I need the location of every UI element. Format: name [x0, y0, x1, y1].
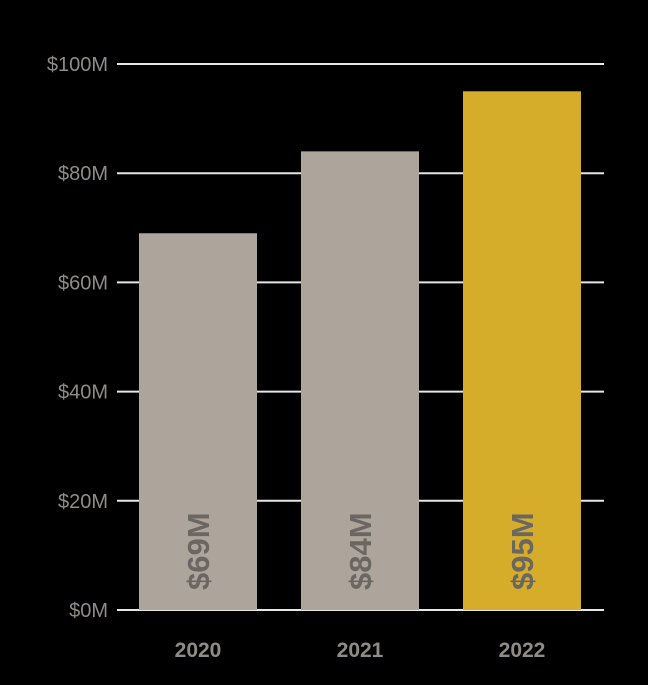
bar-2020 — [139, 233, 257, 610]
bar-value-label: $84M — [343, 512, 378, 590]
y-axis-tick-labels: $0M $20M $40M $60M $80M $100M — [47, 54, 108, 622]
x-category-label: 2021 — [337, 639, 384, 662]
bar-2022 — [463, 91, 581, 611]
y-tick-label: $80M — [58, 163, 108, 185]
x-axis-category-labels: 2020 2021 2022 — [175, 639, 546, 662]
y-tick-label: $100M — [47, 54, 108, 76]
y-tick-label: $20M — [58, 491, 108, 513]
bar-value-label: $95M — [505, 512, 540, 590]
y-tick-label: $0M — [69, 600, 108, 622]
bar-value-label: $69M — [181, 512, 216, 590]
x-category-label: 2020 — [175, 639, 222, 662]
bars: $69M $84M $95M — [139, 91, 581, 611]
y-tick-label: $40M — [58, 382, 108, 404]
y-tick-label: $60M — [58, 272, 108, 294]
bar-2021 — [301, 151, 419, 611]
x-category-label: 2022 — [499, 639, 546, 662]
